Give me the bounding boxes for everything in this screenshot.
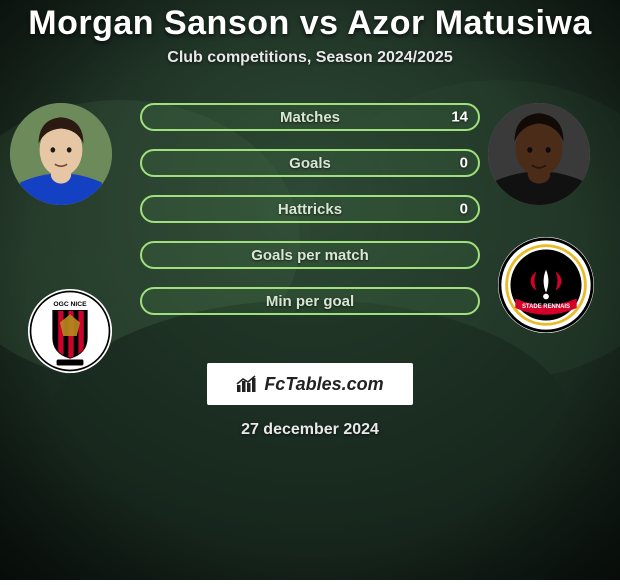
stat-label: Min per goal [266,293,354,310]
club-badge-right-label: STADE RENNAIS [522,304,570,310]
player-left-avatar [10,103,112,205]
comparison-area: OGC NICE [0,103,620,315]
stat-pill: Goals per match [140,241,480,269]
stat-pill: Hattricks 0 [140,195,480,223]
club-badge-right: STADE RENNAIS [498,237,594,333]
club-badge-left: OGC NICE [28,289,112,373]
branding-badge: FcTables.com [207,363,413,405]
stat-value-right: 0 [460,155,468,172]
club-badge-left-label: OGC NICE [53,301,87,308]
stat-pill: Matches 14 [140,103,480,131]
subtitle: Club competitions, Season 2024/2025 [167,49,452,67]
stat-pill-list: Matches 14 Goals 0 Hattricks 0 Goals per match… [140,103,480,315]
stat-value-right: 0 [460,201,468,218]
branding-text: FcTables.com [264,374,383,395]
stat-value-right: 14 [451,109,468,126]
stat-pill: Goals 0 [140,149,480,177]
chart-icon [236,375,258,393]
page-title: Morgan Sanson vs Azor Matusiwa [28,4,592,43]
player-right-avatar [488,103,590,205]
stat-label: Hattricks [278,201,342,218]
date-label: 27 december 2024 [241,421,379,439]
stat-label: Matches [280,109,340,126]
stat-label: Goals [289,155,331,172]
stat-label: Goals per match [251,247,369,264]
stat-pill: Min per goal [140,287,480,315]
